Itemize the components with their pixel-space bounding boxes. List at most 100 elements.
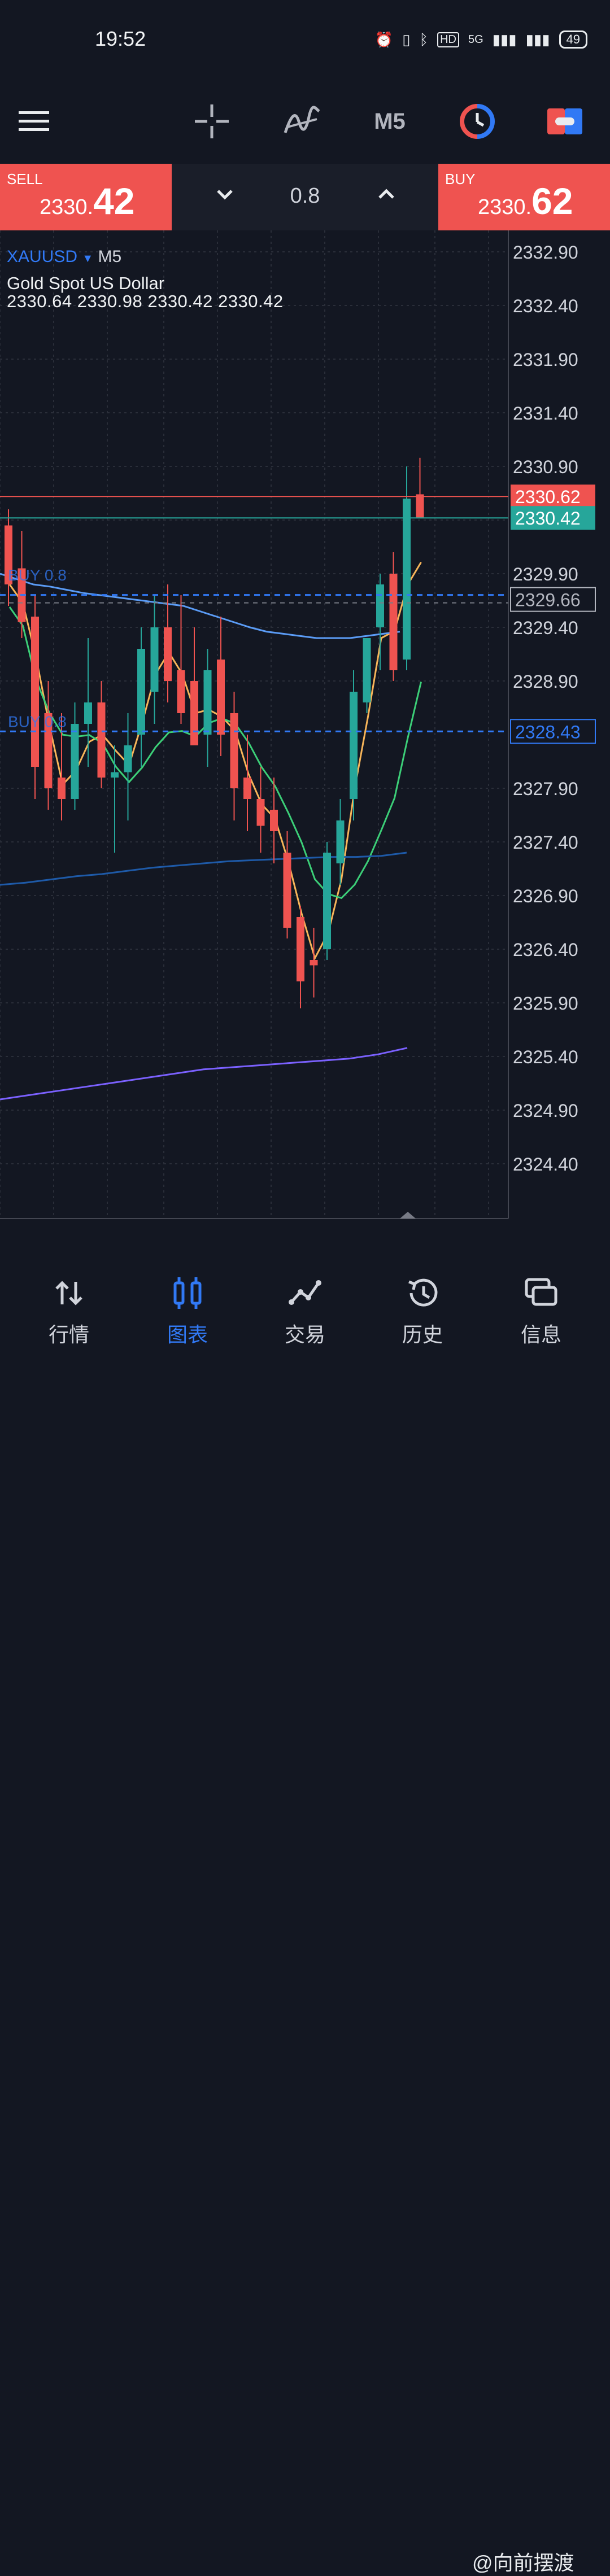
chart-candles-icon <box>173 1277 202 1309</box>
bid-price-badge-bg <box>511 506 595 530</box>
trade-line-icon <box>289 1280 321 1305</box>
candle-up <box>71 724 79 799</box>
candle-down <box>58 778 66 799</box>
crosshair-icon <box>195 104 229 138</box>
nav-messages[interactable]: 信息 <box>502 1242 581 1355</box>
lot-value[interactable]: 0.8 <box>290 184 320 208</box>
ma-longest-line <box>0 1047 408 1101</box>
nav-trade-label: 交易 <box>284 1323 325 1346</box>
price-tick-label: 2332.40 <box>513 296 578 316</box>
symbol-dropdown-icon[interactable]: ▼ <box>82 252 94 265</box>
price-tick-label: 2330.90 <box>513 457 578 477</box>
sell-price: 2330.42 <box>40 180 135 222</box>
sell-price-frac: 42 <box>93 180 135 222</box>
nav-messages-label: 信息 <box>520 1323 561 1346</box>
decrease-lot-chevron-down-icon[interactable] <box>211 181 238 208</box>
symbol-header[interactable]: XAUUSD ▼ M5 <box>7 247 121 267</box>
price-chart[interactable]: BUY 0.8 BUY 0.8 2332.90 2332.40 2331.90 2331.… <box>0 230 610 1225</box>
vibrate-icon: ▯ <box>402 30 411 48</box>
candle-up <box>84 702 92 724</box>
buy-button[interactable]: BUY 2330.62 <box>438 164 610 230</box>
nav-trade[interactable]: 交易 <box>265 1242 345 1355</box>
price-tick-label: 2325.90 <box>513 993 578 1014</box>
ask-price-badge: 2330.62 <box>515 487 581 507</box>
order-label-upper: BUY 0.8 <box>8 566 67 584</box>
hd-icon: HD <box>437 32 459 47</box>
price-tick-label: 2328.90 <box>513 671 578 692</box>
nav-quotes[interactable]: 行情 <box>29 1242 108 1355</box>
menu-icon <box>19 111 49 131</box>
candle-down <box>389 574 398 670</box>
battery-icon: 49 <box>559 30 587 49</box>
status-time: 19:52 <box>95 27 146 50</box>
bluetooth-icon: ᛒ <box>419 30 429 48</box>
candle-up <box>363 638 371 702</box>
quotes-arrows-icon <box>55 1281 82 1306</box>
signal-icon: ▮▮▮ <box>492 30 517 48</box>
one-click-trading-button[interactable] <box>542 79 587 164</box>
status-icons: ⏰ ▯ ᛒ HD 5G ▮▮▮ ▮▮▮ 49 <box>375 28 587 51</box>
price-tick-label: 2331.90 <box>513 350 578 370</box>
history-icon <box>408 1278 438 1307</box>
status-bar: 19:52 ⏰ ▯ ᛒ HD 5G ▮▮▮ ▮▮▮ 49 <box>0 0 610 79</box>
symbol-name[interactable]: XAUUSD <box>7 247 78 266</box>
price-tick-label: 2324.40 <box>513 1154 578 1175</box>
indicators-button[interactable] <box>280 79 325 164</box>
indicators-icon <box>284 106 320 133</box>
bid-price-badge: 2330.42 <box>515 508 581 529</box>
history-button[interactable] <box>455 79 500 164</box>
nav-chart-label: 图表 <box>167 1323 208 1346</box>
menu-button[interactable] <box>11 79 56 164</box>
ma-long-line <box>0 852 407 886</box>
price-tick-label: 2326.90 <box>513 886 578 906</box>
order-lower-badge: 2328.43 <box>515 722 581 742</box>
price-tick-label: 2327.90 <box>513 779 578 799</box>
price-tick-label: 2325.40 <box>513 1047 578 1067</box>
price-tick-label: 2332.90 <box>513 242 578 263</box>
scroll-handle-icon <box>400 1212 416 1219</box>
order-lower-badge-bg <box>510 719 596 744</box>
crosshair-button[interactable] <box>189 79 234 164</box>
candle-down <box>283 853 291 928</box>
nav-history-label: 历史 <box>402 1323 443 1346</box>
candle-up <box>111 772 119 778</box>
candle-up <box>203 670 212 735</box>
candle-up <box>336 820 345 863</box>
candle-down <box>416 494 424 518</box>
timeframe-label: M5 <box>374 108 406 134</box>
candle-down <box>243 778 251 799</box>
chart-toolbar: M5 <box>0 79 610 164</box>
sell-button[interactable]: SELL 2330.42 <box>0 164 172 230</box>
price-tick-label: 2331.40 <box>513 403 578 423</box>
candle-down <box>297 917 304 981</box>
candle-up <box>137 649 145 735</box>
timeframe-button[interactable]: M5 <box>361 79 418 164</box>
candle-down <box>190 681 198 745</box>
price-tick-label: 2324.90 <box>513 1101 578 1121</box>
lot-selector: 0.8 <box>172 164 438 230</box>
candlestick-chart[interactable]: BUY 0.8 BUY 0.8 2332.90 2332.40 2331.90 2331.… <box>0 230 610 1225</box>
candle-down <box>164 627 172 681</box>
nav-history[interactable]: 历史 <box>383 1242 462 1355</box>
candle-up <box>350 692 358 799</box>
nav-chart[interactable]: 图表 <box>148 1242 227 1355</box>
increase-lot-chevron-up-icon[interactable] <box>373 181 400 208</box>
candle-up <box>124 745 132 772</box>
price-tick-label: 2329.40 <box>513 618 578 638</box>
one-click-trading-icon <box>547 108 582 134</box>
clock-icon <box>460 104 495 139</box>
price-tick-label: 2329.90 <box>513 564 578 584</box>
candle-down <box>217 660 225 735</box>
signal2-icon: ▮▮▮ <box>525 30 550 48</box>
price-tick-label: 2327.40 <box>513 832 578 853</box>
order-label-lower: BUY 0.8 <box>8 713 67 730</box>
buy-price-int: 2330. <box>478 195 532 219</box>
messages-icon <box>525 1278 557 1306</box>
candle-down <box>177 670 185 713</box>
bottom-nav: 行情 图表 交易 历史 信息 @向前摆渡 <box>0 1242 610 2574</box>
alarm-icon: ⏰ <box>374 30 394 48</box>
ask-price-badge-bg <box>511 484 595 509</box>
chart-timeframe: M5 <box>98 247 122 266</box>
sell-price-int: 2330. <box>40 195 94 219</box>
buy-label: BUY <box>445 171 476 187</box>
